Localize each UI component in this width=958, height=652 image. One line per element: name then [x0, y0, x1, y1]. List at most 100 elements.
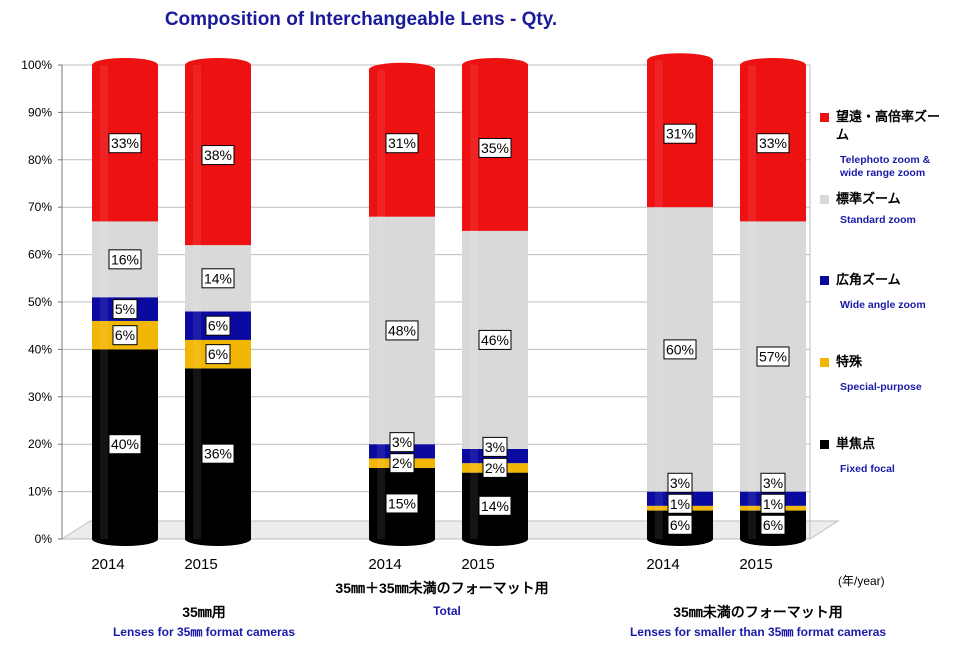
data-label: 33% [111, 135, 139, 151]
legend-label-special-en: Special-purpose [840, 381, 922, 393]
data-label: 2% [392, 455, 412, 471]
data-label: 31% [666, 126, 694, 142]
data-label-box [385, 320, 419, 341]
data-label: 6% [670, 517, 690, 533]
legend-swatch-standard [820, 195, 829, 204]
data-label: 33% [759, 135, 787, 151]
data-label-box [112, 299, 138, 320]
data-label: 3% [392, 434, 412, 450]
data-label-box [201, 443, 235, 464]
data-label: 1% [763, 496, 783, 512]
data-label-box [201, 268, 235, 289]
data-label-box [108, 434, 142, 455]
legend-label-standard-en: Standard zoom [840, 214, 916, 226]
data-label: 57% [759, 349, 787, 365]
x-tick-label: 2014 [91, 556, 124, 573]
bar-top-cap [92, 58, 158, 72]
data-label: 1% [670, 496, 690, 512]
x-tick-label: 2015 [184, 556, 217, 573]
data-label: 46% [481, 332, 509, 348]
bar-top-cap [740, 58, 806, 72]
data-label-box [385, 493, 419, 514]
bar-highlight [470, 65, 478, 539]
legend-label-fixed-en: Fixed focal [840, 463, 895, 475]
y-tick-label: 80% [28, 153, 52, 167]
group-label-total-en: Total [433, 604, 461, 618]
legend-swatch-telephoto [820, 113, 829, 122]
chart-title: Composition of Interchangeable Lens - Qt… [164, 9, 558, 30]
data-label-box [663, 339, 697, 360]
bar-top-cap [647, 53, 713, 68]
data-label-box [667, 493, 693, 514]
group-label-smaller-en: Lenses for smaller than 35㎜ format camer… [629, 625, 887, 639]
data-label: 60% [666, 341, 694, 357]
year-unit-label: (年/year) [838, 574, 885, 588]
data-label-box [205, 315, 231, 336]
data-label: 16% [111, 251, 139, 267]
y-tick-label: 100% [21, 58, 52, 72]
data-label: 38% [204, 147, 232, 163]
data-label: 36% [204, 446, 232, 462]
data-label-box [482, 436, 508, 457]
data-label-box [760, 514, 786, 535]
legend-label-wide-ja: 広角ズーム [836, 272, 901, 287]
legend-label-fixed-ja: 単焦点 [836, 436, 876, 451]
data-label-box [112, 325, 138, 346]
bar-stack-5: 6% 1% 3% 57% 33% [740, 58, 806, 546]
group-label-total-ja: 35㎜＋35㎜未満のフォーマット用 [335, 580, 549, 596]
data-label-box [389, 453, 415, 474]
data-label: 40% [111, 436, 139, 452]
data-label-box [478, 137, 512, 158]
y-tick-label: 20% [28, 437, 52, 451]
data-label: 15% [388, 495, 416, 511]
x-tick-label: 2015 [739, 556, 772, 573]
bar-highlight [100, 65, 108, 539]
legend-swatch-wide [820, 276, 829, 285]
bar-stack-3: 14% 2% 3% 46% 35% [462, 58, 528, 546]
legend-label-telephoto-ja: 望遠・高倍率ズーム [836, 109, 941, 142]
data-label: 35% [481, 140, 509, 156]
data-label: 31% [388, 135, 416, 151]
y-tick-label: 10% [28, 485, 52, 499]
legend-label-wide-en: Wide angle zoom [840, 299, 926, 311]
data-label: 3% [485, 439, 505, 455]
plot-floor [60, 520, 840, 540]
bar-top-cap [185, 58, 251, 72]
data-label-box [389, 432, 415, 453]
bar-stack-1: 36% 6% 6% 14% 38% [185, 58, 251, 546]
data-label-box [385, 133, 419, 154]
data-label-box [201, 145, 235, 166]
data-label: 5% [115, 301, 135, 317]
y-tick-label: 0% [35, 532, 53, 546]
bar-stack-2: 15% 2% 3% 48% 31% [369, 62, 435, 546]
data-label-box [760, 472, 786, 493]
data-label-box [482, 457, 508, 478]
data-label-box [205, 344, 231, 365]
data-label: 14% [204, 270, 232, 286]
y-tick-label: 30% [28, 390, 52, 404]
data-label-box [663, 123, 697, 144]
group-label-35mm-en: Lenses for 35㎜ format cameras [112, 625, 296, 639]
bar-highlight [748, 65, 756, 539]
bar-top-cap [462, 58, 528, 72]
legend-swatch-special [820, 358, 829, 367]
data-label: 6% [115, 327, 135, 343]
bar-highlight [193, 65, 201, 539]
group-label-smaller-ja: 35㎜未満のフォーマット用 [673, 604, 843, 620]
data-label: 6% [763, 517, 783, 533]
data-label: 6% [208, 346, 228, 362]
legend-label-special-ja: 特殊 [836, 354, 863, 369]
y-tick-label: 90% [28, 105, 52, 119]
data-label-box [760, 493, 786, 514]
data-label: 3% [670, 475, 690, 491]
x-tick-label: 2014 [368, 556, 401, 573]
legend-label-standard-ja: 標準ズーム [836, 191, 901, 206]
bar-stack-0: 40% 6% 5% 16% 33% [92, 58, 158, 546]
x-tick-label: 2015 [461, 556, 494, 573]
data-label: 6% [208, 318, 228, 334]
legend-swatch-fixed [820, 440, 829, 449]
data-label-box [756, 346, 790, 367]
data-label: 3% [763, 475, 783, 491]
bar-top-cap [369, 62, 435, 77]
